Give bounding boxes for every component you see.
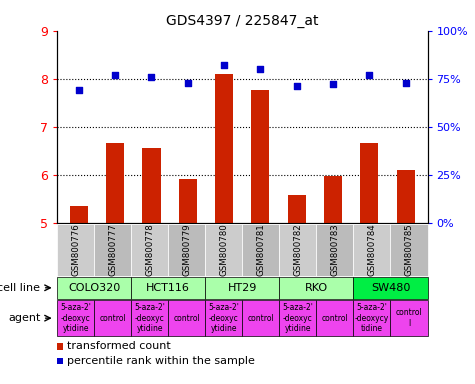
Text: GSM800782: GSM800782 xyxy=(294,223,302,276)
Text: transformed count: transformed count xyxy=(67,341,171,351)
Point xyxy=(366,72,373,78)
Text: SW480: SW480 xyxy=(371,283,410,293)
Bar xyxy=(361,142,379,223)
Text: GSM800783: GSM800783 xyxy=(331,223,339,276)
Text: GSM800779: GSM800779 xyxy=(182,223,191,276)
Text: agent: agent xyxy=(8,313,40,323)
Text: RKO: RKO xyxy=(305,283,328,293)
Text: GSM800778: GSM800778 xyxy=(145,223,154,276)
Bar xyxy=(179,179,197,223)
Text: control: control xyxy=(99,314,126,323)
Bar xyxy=(288,195,306,223)
Text: 5-aza-2'
-deoxyc
ytidine: 5-aza-2' -deoxyc ytidine xyxy=(208,303,239,333)
Point xyxy=(256,66,264,72)
Bar xyxy=(215,74,233,223)
Text: percentile rank within the sample: percentile rank within the sample xyxy=(67,356,256,366)
Text: control: control xyxy=(173,314,200,323)
Text: HT29: HT29 xyxy=(228,283,257,293)
Point xyxy=(148,74,155,80)
Point xyxy=(111,72,119,78)
Bar xyxy=(324,176,342,223)
Text: GSM800780: GSM800780 xyxy=(219,223,228,276)
Text: HCT116: HCT116 xyxy=(146,283,190,293)
Point xyxy=(220,62,228,68)
Text: GSM800781: GSM800781 xyxy=(256,223,265,276)
Text: 5-aza-2'
-deoxyc
ytidine: 5-aza-2' -deoxyc ytidine xyxy=(134,303,165,333)
Text: control: control xyxy=(322,314,348,323)
Text: GSM800776: GSM800776 xyxy=(71,223,80,276)
Title: GDS4397 / 225847_at: GDS4397 / 225847_at xyxy=(166,14,319,28)
Text: control
l: control l xyxy=(396,308,422,328)
Text: control: control xyxy=(247,314,274,323)
Text: GSM800777: GSM800777 xyxy=(108,223,117,276)
Bar xyxy=(70,206,88,223)
Point xyxy=(293,83,301,89)
Bar xyxy=(106,142,124,223)
Point xyxy=(75,87,83,93)
Point xyxy=(402,79,409,86)
Bar xyxy=(251,90,269,223)
Point xyxy=(329,81,337,88)
Point xyxy=(184,79,191,86)
Text: cell line: cell line xyxy=(0,283,40,293)
Text: 5-aza-2'
-deoxyc
ytidine: 5-aza-2' -deoxyc ytidine xyxy=(282,303,314,333)
Text: GSM800785: GSM800785 xyxy=(405,223,413,276)
Text: COLO320: COLO320 xyxy=(68,283,120,293)
Bar xyxy=(142,148,161,223)
Text: 5-aza-2'
-deoxycy
tidine: 5-aza-2' -deoxycy tidine xyxy=(355,303,389,333)
Bar xyxy=(397,170,415,223)
Text: GSM800784: GSM800784 xyxy=(368,223,376,276)
Text: 5-aza-2'
-deoxyc
ytidine: 5-aza-2' -deoxyc ytidine xyxy=(60,303,91,333)
